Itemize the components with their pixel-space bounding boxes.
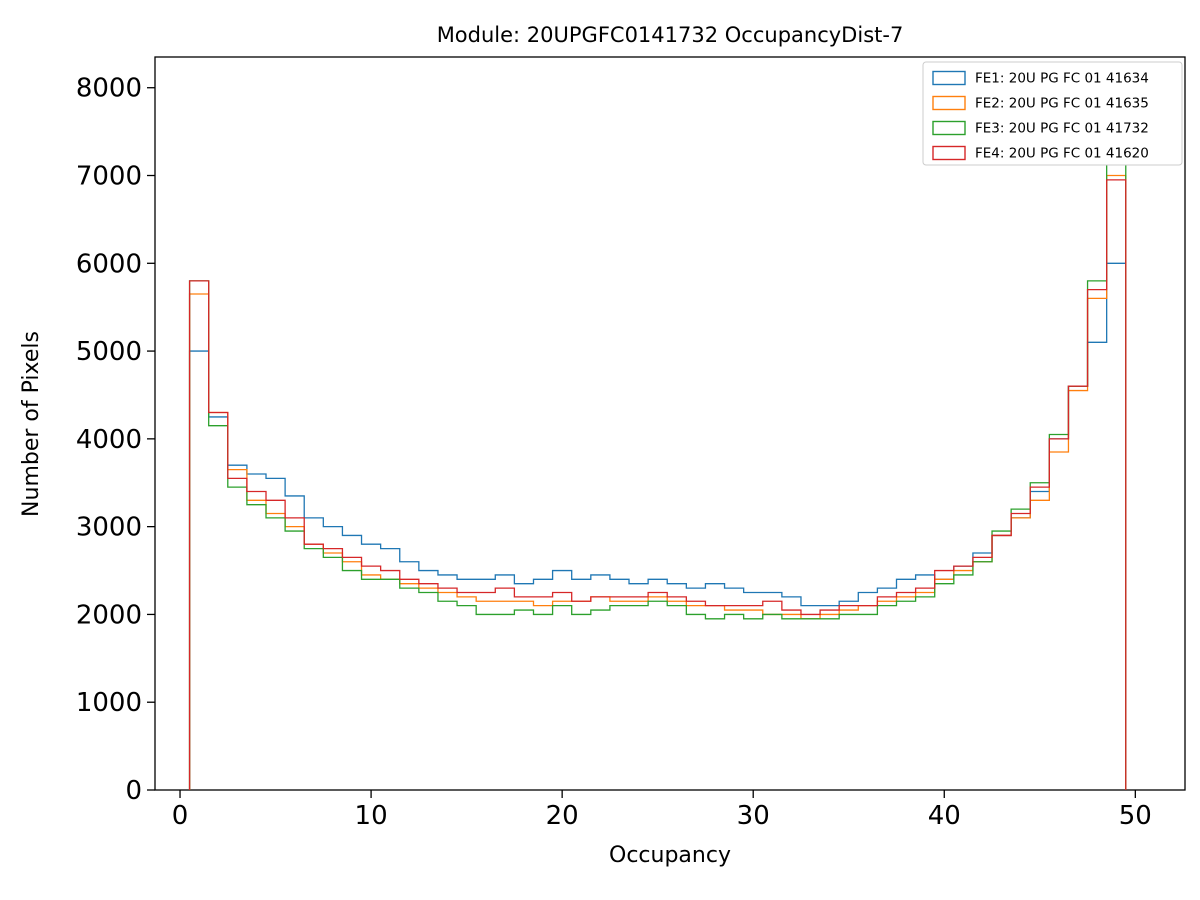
legend-key-fe3 [932, 120, 966, 136]
plot-frame [154, 56, 1186, 791]
x-tick-label: 50 [1119, 801, 1152, 831]
series-fe2-path [188, 174, 1127, 790]
x-tick-label: 0 [172, 801, 189, 831]
legend-label-fe4: FE4: 20U PG FC 01 41620 [975, 146, 1149, 162]
y-tick-label: 8000 [76, 74, 142, 104]
plot-content: 0 10 20 30 40 50 0 1000 2000 3000 4000 5000 6000 7000… [76, 61, 1183, 831]
legend-key-fe4 [932, 145, 966, 161]
y-axis-label: Number of Pixels [19, 331, 44, 517]
y-tick-label: 6000 [76, 249, 142, 279]
y-tick-label: 1000 [76, 688, 142, 718]
x-tick-label: 40 [928, 801, 961, 831]
x-tick-label: 30 [737, 801, 770, 831]
legend-label-fe1: FE1: 20U PG FC 01 41634 [975, 71, 1149, 87]
legend-key-fe2 [932, 95, 966, 111]
x-tick-label: 10 [355, 801, 388, 831]
y-tick-label: 4000 [76, 425, 142, 455]
y-tick-label: 0 [125, 776, 142, 806]
legend-label-fe2: FE2: 20U PG FC 01 41635 [975, 96, 1149, 112]
series-fe3-path [188, 157, 1127, 790]
x-tick-label: 20 [546, 801, 579, 831]
y-tick-label: 5000 [76, 337, 142, 367]
legend-key-fe1 [932, 70, 966, 86]
series-fe1-path [188, 262, 1127, 790]
y-tick-label: 2000 [76, 600, 142, 630]
series-fe4-path [188, 179, 1127, 790]
y-tick-label: 3000 [76, 513, 142, 543]
legend-label-fe3: FE3: 20U PG FC 01 41732 [975, 121, 1149, 137]
chart-title: Module: 20UPGFC0141732 OccupancyDist-7 [437, 23, 904, 47]
x-axis-label: Occupancy [609, 843, 731, 868]
legend-box [922, 61, 1183, 166]
y-tick-label: 7000 [76, 162, 142, 192]
